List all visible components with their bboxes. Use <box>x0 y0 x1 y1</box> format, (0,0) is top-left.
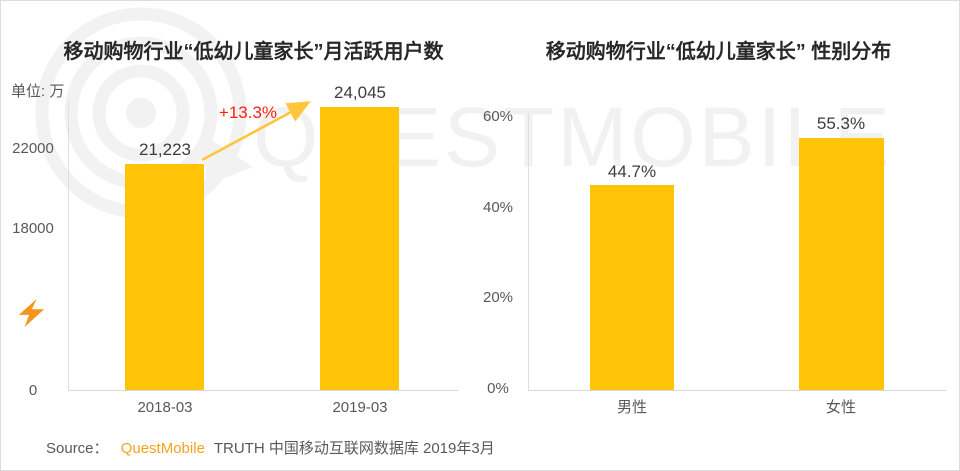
growth-annotation: +13.3% <box>218 103 278 122</box>
ytick-40pct: 40% <box>482 199 514 216</box>
ytick-60pct: 60% <box>482 108 514 125</box>
value-label-male: 44.7% <box>607 162 657 181</box>
source-brand: QuestMobile <box>120 440 205 457</box>
xtick-2019-03: 2019-03 <box>332 399 388 416</box>
ytick-20pct: 20% <box>482 289 514 306</box>
lightning-icon <box>18 298 45 328</box>
value-label-2019-03: 24,045 <box>334 83 386 102</box>
chart-mau-title: 移动购物行业“低幼儿童家长”月活跃用户数 <box>63 41 444 63</box>
x-axis-line <box>528 390 946 391</box>
bar-male <box>590 185 674 390</box>
ytick-18000: 18000 <box>12 220 54 237</box>
bar-female <box>799 138 884 390</box>
y-axis-line <box>68 101 69 391</box>
bar-2019-03 <box>320 107 399 390</box>
xtick-male: 男性 <box>616 399 647 416</box>
chart-gender-title: 移动购物行业“低幼儿童家长” 性别分布 <box>545 41 892 63</box>
source-prefix: Source： <box>46 440 109 457</box>
xtick-2018-03: 2018-03 <box>137 399 193 416</box>
growth-arrow-icon <box>201 101 311 162</box>
ytick-0: 0 <box>28 382 38 399</box>
value-label-female: 55.3% <box>816 114 866 133</box>
ytick-22000: 22000 <box>12 140 54 157</box>
unit-label: 单位: 万 <box>11 83 65 100</box>
y-axis-line <box>528 113 529 390</box>
ytick-0pct: 0% <box>487 380 509 397</box>
xtick-female: 女性 <box>825 399 856 416</box>
x-axis-line <box>68 390 458 391</box>
source-line: Source： QuestMobile TRUTH 中国移动互联网数据库 201… <box>46 437 495 458</box>
source-suffix: TRUTH 中国移动互联网数据库 2019年3月 <box>213 440 495 457</box>
value-label-2018-03: 21,223 <box>139 140 191 159</box>
bar-2018-03 <box>125 164 204 390</box>
